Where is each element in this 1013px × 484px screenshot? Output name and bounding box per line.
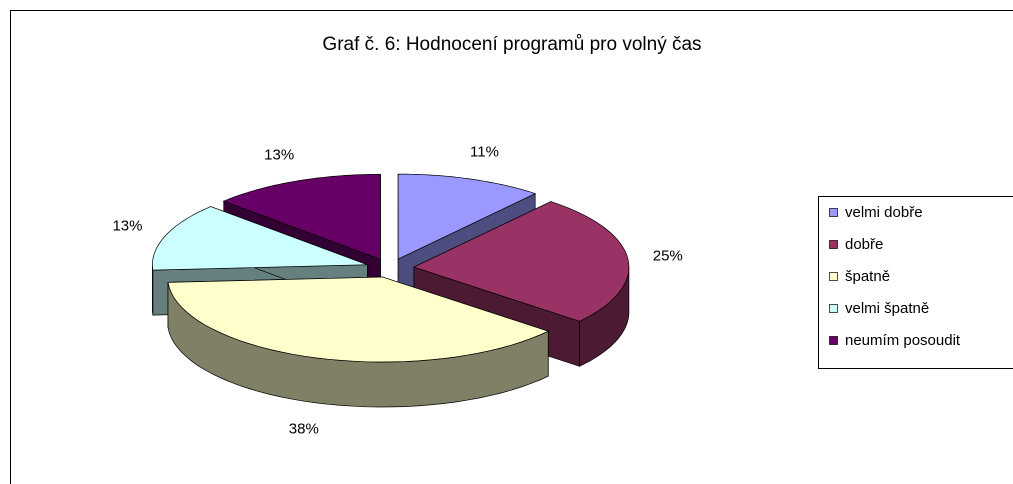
slice [152, 206, 368, 271]
data-label: 25% [653, 247, 683, 264]
chart-title: Graf č. 6: Hodnocení programů pro volný … [322, 34, 701, 55]
legend-swatch [829, 272, 838, 281]
legend-label: špatně [845, 268, 890, 285]
legend-swatch [829, 240, 838, 249]
legend-swatch [829, 336, 838, 345]
slice [167, 276, 550, 363]
legend-label: velmi dobře [845, 204, 923, 221]
legend-label: dobře [845, 236, 883, 253]
legend [818, 196, 1013, 369]
legend-swatch [829, 304, 838, 313]
legend-swatch [829, 208, 838, 217]
data-label: 13% [112, 217, 142, 234]
slice [412, 201, 630, 322]
data-label: 13% [264, 147, 294, 164]
legend-label: velmi špatně [845, 300, 929, 317]
data-label: 38% [289, 420, 319, 437]
slice [397, 173, 537, 260]
slice [222, 173, 381, 260]
data-label: 11% [470, 144, 499, 161]
legend-label: neumím posoudit [845, 332, 961, 349]
